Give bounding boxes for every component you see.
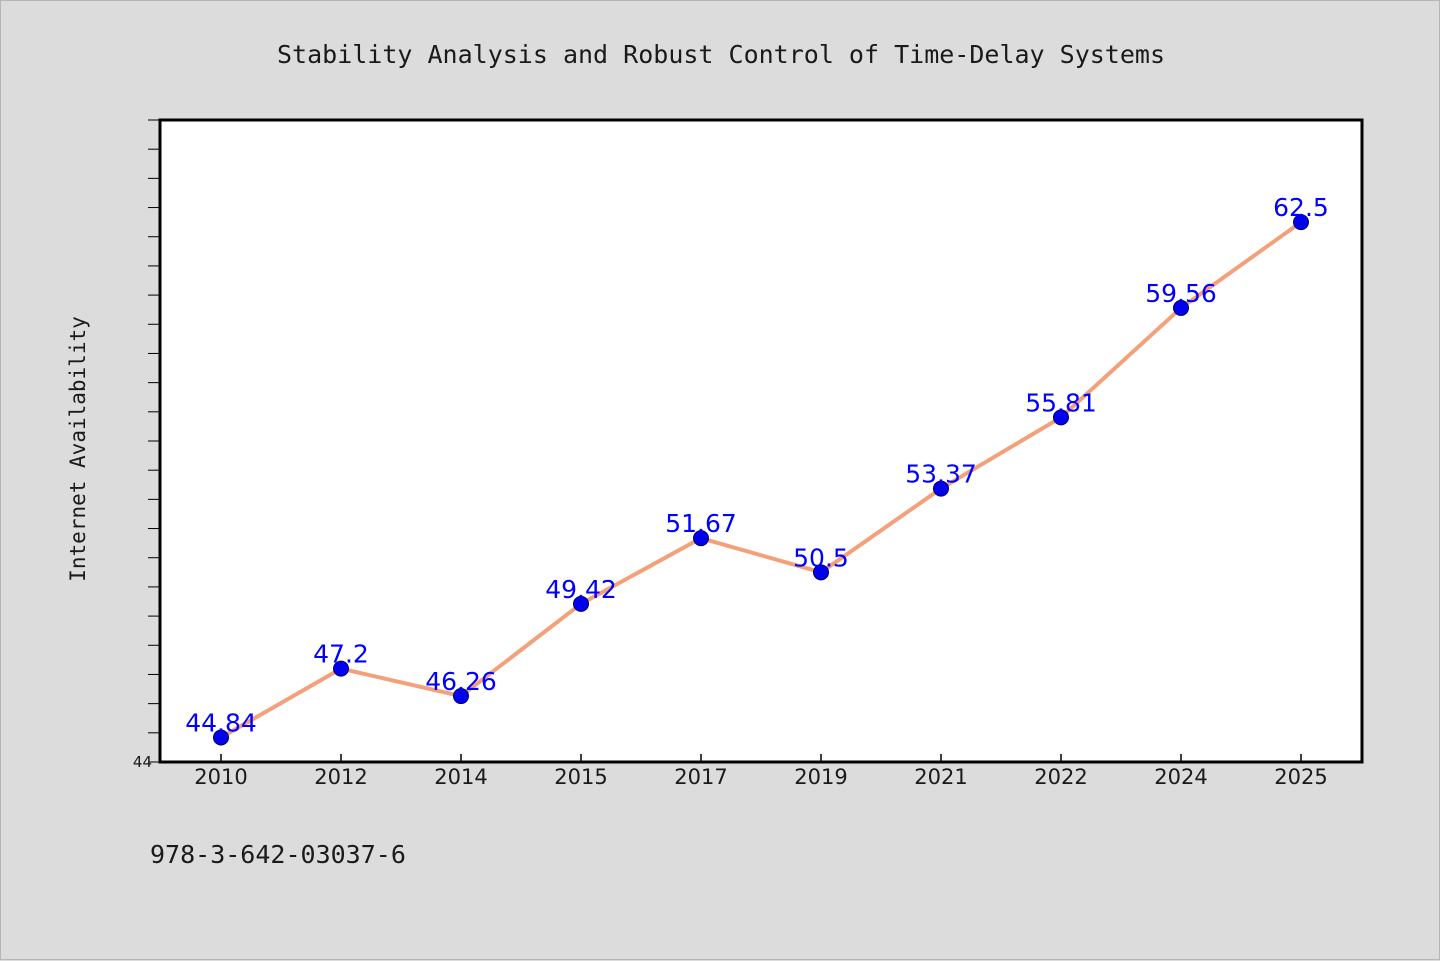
data-label: 50.5 <box>793 543 849 572</box>
data-label: 49.42 <box>545 575 617 604</box>
x-tick-label: 2019 <box>794 765 847 789</box>
data-labels: 44.84 47.2 46.26 49.42 51.67 50.5 53.37 55.81 59… <box>185 193 1329 737</box>
y-tick-label: 44 <box>133 753 152 771</box>
chart-title: Stability Analysis and Robust Control of… <box>277 40 1165 69</box>
data-label: 59.56 <box>1145 279 1217 308</box>
data-point <box>1293 214 1309 231</box>
x-axis-ticks: 2010 2012 2014 2015 2017 2019 2021 2022 2024 2025 <box>194 754 1328 789</box>
x-tick-label: 2021 <box>914 765 967 789</box>
y-axis-ticks: 44 <box>133 119 160 771</box>
series-line <box>220 220 1303 740</box>
x-tick-label: 2022 <box>1034 765 1087 789</box>
x-tick-label: 2014 <box>434 765 487 789</box>
plot-area <box>160 120 1362 762</box>
data-label: 47.2 <box>313 640 369 669</box>
data-point <box>933 480 949 497</box>
data-label: 46.26 <box>425 667 497 696</box>
data-point <box>573 595 589 612</box>
x-tick-label: 2015 <box>554 765 607 789</box>
x-tick-label: 2017 <box>674 765 727 789</box>
data-label: 53.37 <box>905 460 977 489</box>
x-tick-label: 2012 <box>314 765 367 789</box>
data-label: 51.67 <box>665 509 737 538</box>
data-label: 55.81 <box>1025 388 1097 417</box>
data-point <box>693 530 709 547</box>
isbn-text: 978-3-642-03037-6 <box>150 840 406 869</box>
data-point <box>453 688 469 705</box>
x-tick-label: 2024 <box>1154 765 1207 789</box>
data-point <box>1173 299 1189 316</box>
data-point <box>213 729 229 746</box>
x-tick-label: 2025 <box>1274 765 1327 789</box>
data-label: 44.84 <box>185 708 257 737</box>
y-axis-label: Internet Availability <box>66 316 90 582</box>
data-points <box>213 214 1309 746</box>
data-point <box>813 564 829 581</box>
data-label: 62.5 <box>1273 193 1329 222</box>
plot-frame <box>158 118 1364 764</box>
data-point <box>333 660 349 677</box>
x-tick-label: 2010 <box>194 765 247 789</box>
data-point <box>1053 409 1069 426</box>
